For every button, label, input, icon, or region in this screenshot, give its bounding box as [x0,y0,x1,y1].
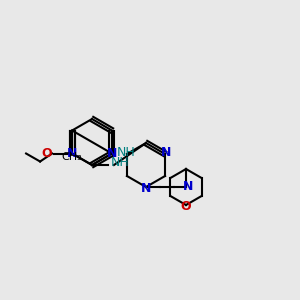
Text: NH: NH [111,157,130,169]
Text: O: O [181,200,191,212]
Text: N: N [183,181,193,194]
Text: N: N [141,182,151,196]
Text: N: N [107,147,117,160]
Text: NH: NH [117,146,135,158]
Text: N: N [161,146,171,158]
Text: O: O [41,147,52,160]
Text: CH₃: CH₃ [62,152,82,161]
Text: N: N [67,147,77,160]
